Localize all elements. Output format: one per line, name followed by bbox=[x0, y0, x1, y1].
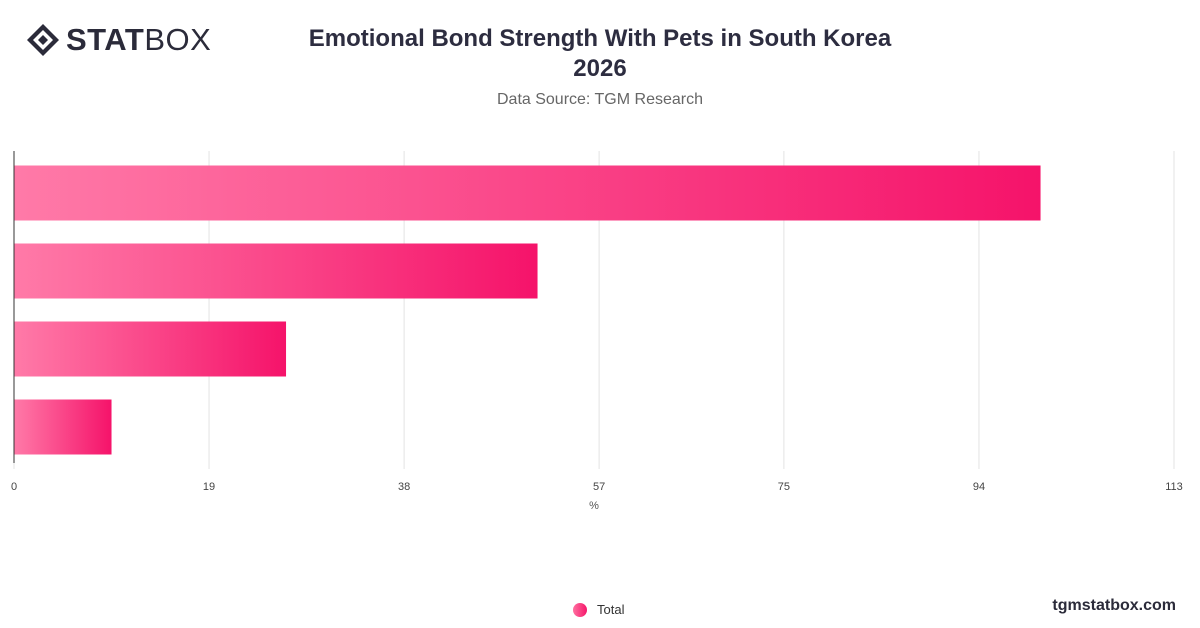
logo-text-bold: STAT bbox=[66, 22, 145, 57]
bars bbox=[14, 165, 1041, 455]
footer-brand: tgmstatbox.com bbox=[1052, 597, 1176, 614]
statbox-logo: STATBOX bbox=[26, 22, 211, 58]
bar[interactable] bbox=[14, 399, 112, 455]
chart-subtitle: Data Source: TGM Research bbox=[496, 91, 703, 108]
x-tick-label: 57 bbox=[593, 481, 605, 493]
legend-label: Total bbox=[597, 602, 625, 617]
x-tick-label: 113 bbox=[1165, 481, 1183, 493]
x-tick-label: 38 bbox=[398, 481, 410, 493]
x-axis-label: % bbox=[589, 500, 599, 512]
x-tick-label: 19 bbox=[203, 481, 215, 493]
legend[interactable]: Total bbox=[573, 602, 624, 617]
bar[interactable] bbox=[14, 165, 1041, 221]
bar[interactable] bbox=[14, 321, 287, 377]
logo-wordmark: STATBOX bbox=[66, 22, 211, 58]
logo-text-regular: BOX bbox=[144, 22, 212, 57]
x-axis: 0 19 38 57 75 94 113 bbox=[11, 151, 1183, 493]
x-tick-label: 0 bbox=[11, 481, 17, 493]
x-tick-label: 75 bbox=[778, 481, 790, 493]
chart-title-line2: 2026 bbox=[573, 55, 627, 82]
x-tick-label: 94 bbox=[973, 481, 985, 493]
statbox-diamond-icon bbox=[27, 24, 59, 56]
chart-title: Emotional Bond Strength With Pets in Sou… bbox=[300, 24, 900, 84]
legend-marker bbox=[573, 602, 587, 617]
bar[interactable] bbox=[14, 243, 538, 299]
chart-title-line1: Emotional Bond Strength With Pets in Sou… bbox=[308, 25, 892, 52]
